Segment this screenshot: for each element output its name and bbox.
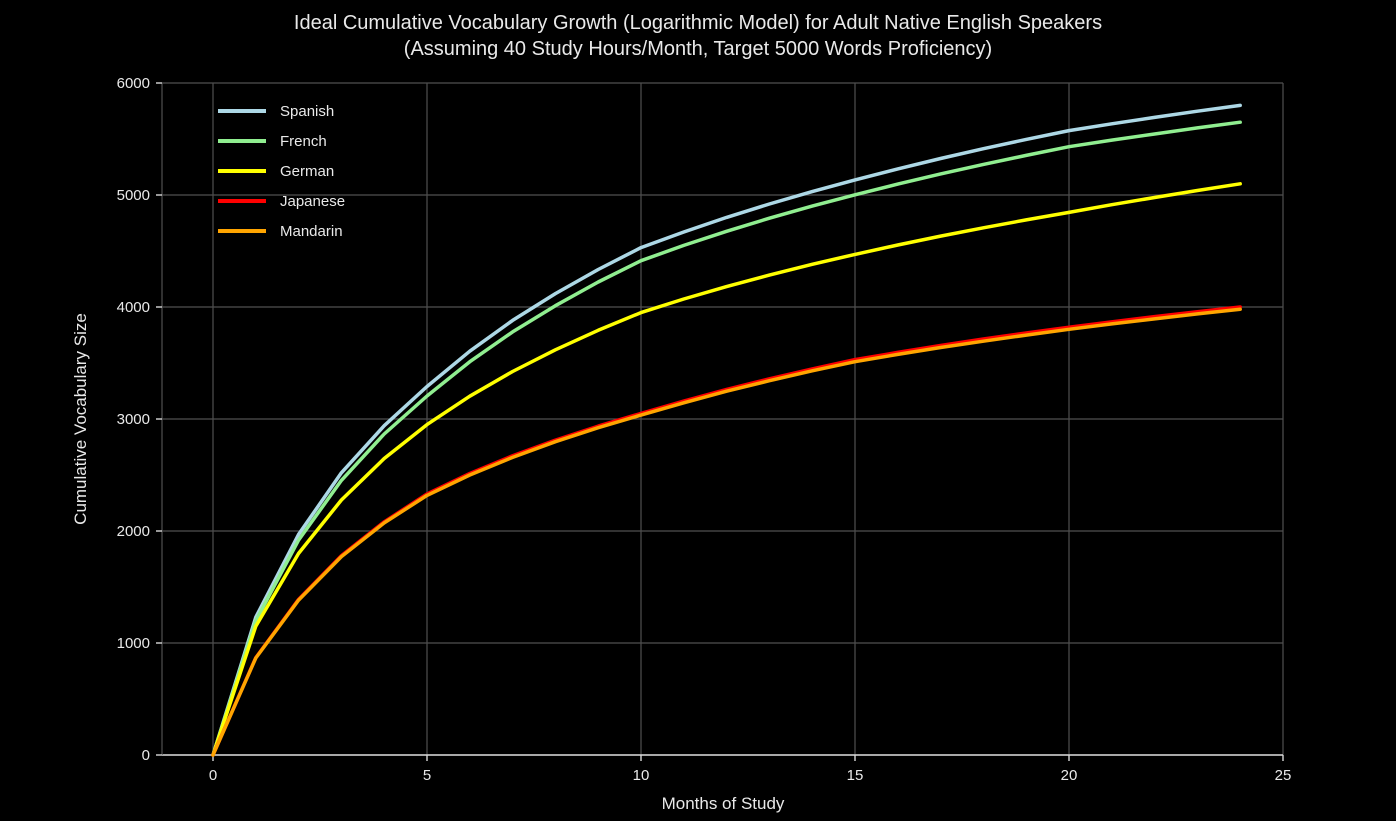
x-tick-label: 10 (633, 767, 650, 784)
series-line-french (211, 120, 1242, 757)
legend-label-french: French (280, 133, 327, 150)
y-axis-label: Cumulative Vocabulary Size (71, 313, 90, 525)
legend-label-mandarin: Mandarin (280, 223, 343, 240)
y-tick-label: 2000 (117, 523, 150, 540)
y-tick-label: 1000 (117, 635, 150, 652)
legend-label-german: German (280, 163, 334, 180)
legend-label-spanish: Spanish (280, 103, 334, 120)
y-tick-label: 3000 (117, 411, 150, 428)
y-tick-label: 4000 (117, 299, 150, 316)
series-line-spanish (211, 103, 1242, 757)
x-tick-label: 15 (847, 767, 864, 784)
chart-title: Ideal Cumulative Vocabulary Growth (Loga… (0, 10, 1396, 62)
x-tick-label: 0 (209, 767, 217, 784)
x-tick-label: 25 (1275, 767, 1292, 784)
legend-label-japanese: Japanese (280, 193, 345, 210)
x-tick-label: 20 (1061, 767, 1078, 784)
series-line-mandarin (211, 307, 1242, 757)
chart-title-line1: Ideal Cumulative Vocabulary Growth (Loga… (293, 12, 1103, 34)
y-tick-label: 0 (142, 747, 150, 764)
chart-title-line2: (Assuming 40 Study Hours/Month, Target 5… (403, 38, 993, 60)
y-tick-label: 6000 (117, 75, 150, 92)
y-tick-label: 5000 (117, 187, 150, 204)
x-axis-label: Months of Study (661, 794, 785, 813)
series-line-german (211, 182, 1242, 757)
x-tick-label: 5 (423, 767, 431, 784)
